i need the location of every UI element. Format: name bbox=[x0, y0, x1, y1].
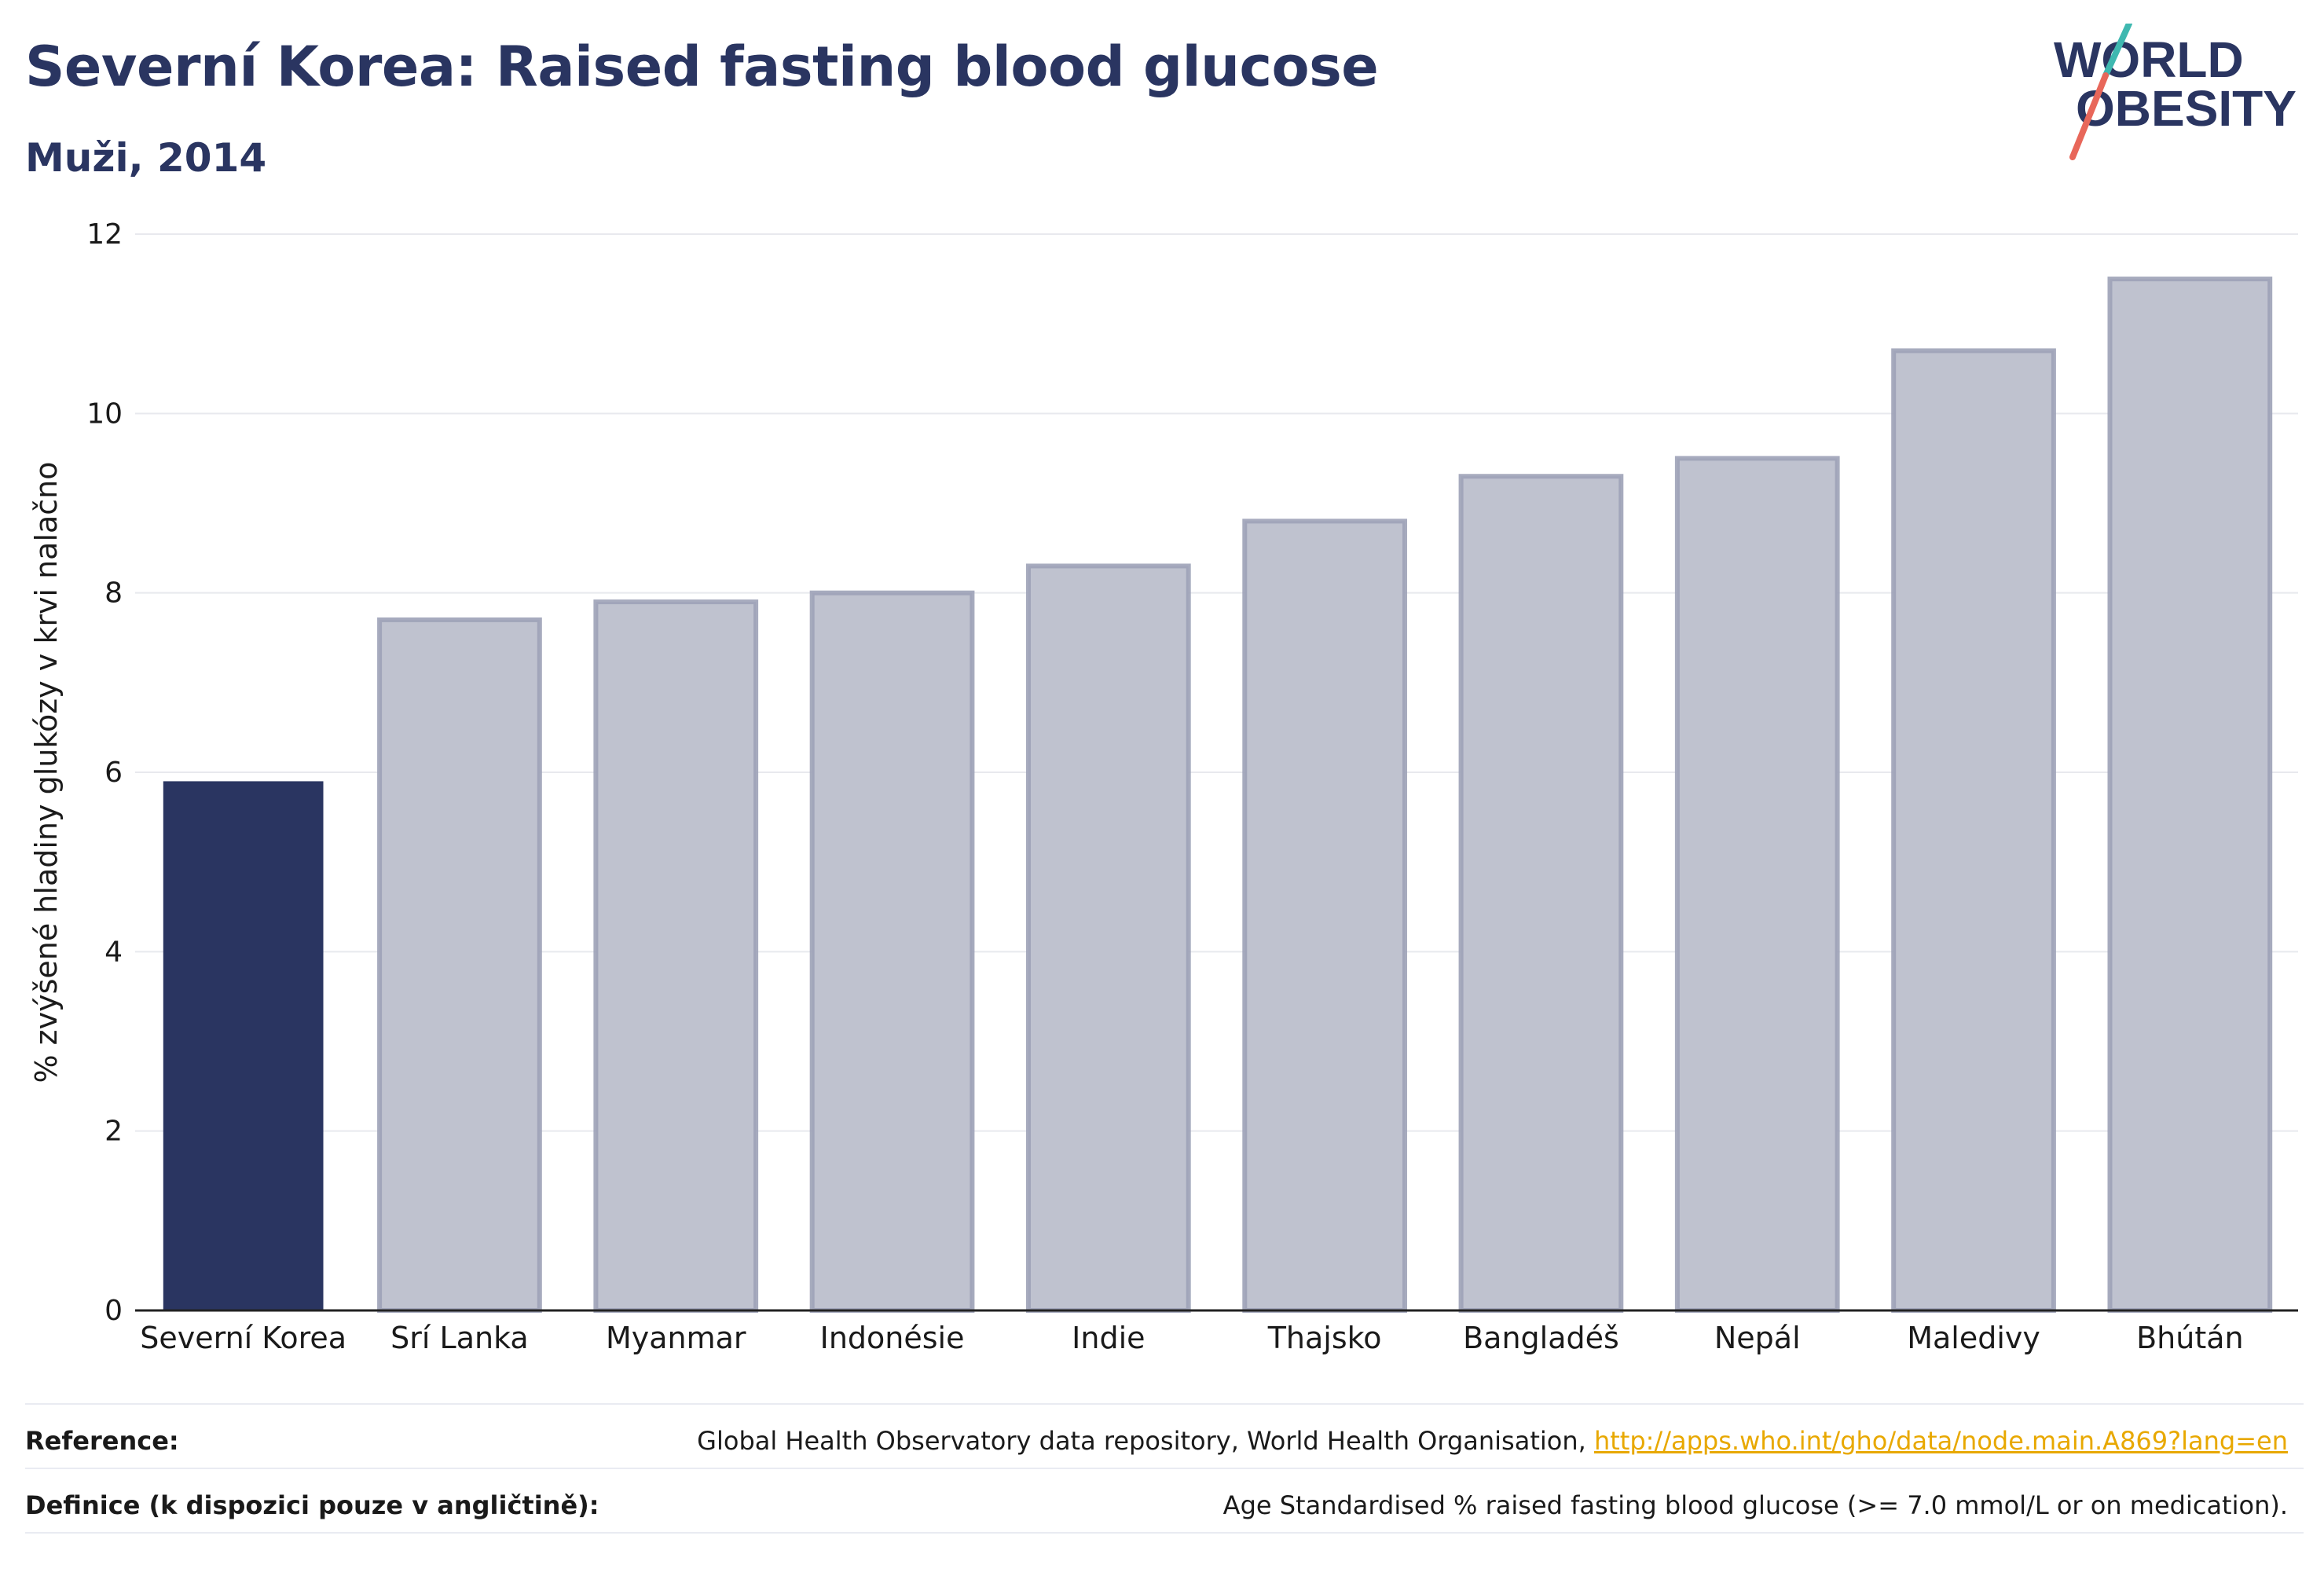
x-tick-label: Nepál bbox=[1714, 1321, 1801, 1355]
x-tick-label: Bhútán bbox=[2136, 1321, 2244, 1355]
bar bbox=[1025, 563, 1191, 1313]
reference-value: Global Health Observatory data repositor… bbox=[697, 1426, 2288, 1456]
logo-line2: OBESITY bbox=[2076, 80, 2297, 137]
bar bbox=[1674, 456, 1840, 1314]
y-tick-label: 12 bbox=[86, 218, 123, 251]
footer-divider-bottom bbox=[25, 1532, 2304, 1534]
footer-divider-top bbox=[25, 1403, 2304, 1405]
logo-line1: WORLD bbox=[2054, 31, 2244, 88]
bar bbox=[593, 599, 759, 1313]
bar bbox=[1242, 519, 1408, 1313]
definition-value: Age Standardised % raised fasting blood … bbox=[1222, 1490, 2288, 1520]
bar-chart: 0 2 4 6 8 10 12 Severní Korea Srí Lanka Myanmar In… bbox=[29, 218, 2298, 1355]
y-tick-label: 4 bbox=[104, 936, 123, 968]
bar bbox=[163, 781, 324, 1310]
x-tick-label: Indonésie bbox=[820, 1321, 965, 1355]
chart-title: Severní Korea: Raised fasting blood gluc… bbox=[25, 35, 1379, 99]
y-tick-label: 0 bbox=[104, 1295, 123, 1327]
x-tick-label: Severní Korea bbox=[140, 1321, 346, 1355]
y-tick-label: 6 bbox=[104, 757, 123, 789]
x-tick-label: Bangladéš bbox=[1463, 1321, 1619, 1355]
reference-link[interactable]: http://apps.who.int/gho/data/node.main.A… bbox=[1593, 1426, 2288, 1456]
definition-label: Definice (k dispozici pouze v angličtině… bbox=[25, 1490, 599, 1520]
x-tick-label: Srí Lanka bbox=[390, 1321, 529, 1355]
chart-subtitle: Muži, 2014 bbox=[25, 135, 267, 181]
reference-label: Reference: bbox=[25, 1426, 179, 1456]
bar bbox=[1458, 474, 1624, 1313]
footer-definition-row: Definice (k dispozici pouze v angličtině… bbox=[25, 1482, 2288, 1529]
y-tick-label: 10 bbox=[86, 398, 123, 430]
bar bbox=[377, 617, 542, 1313]
bar bbox=[2107, 277, 2273, 1313]
reference-text: Global Health Observatory data repositor… bbox=[697, 1426, 1594, 1456]
y-tick-label: 8 bbox=[104, 577, 123, 610]
x-tick-label: Myanmar bbox=[606, 1321, 746, 1355]
bar bbox=[809, 590, 975, 1313]
y-tick-label: 2 bbox=[104, 1116, 123, 1148]
footer-reference-row: Reference: Global Health Observatory dat… bbox=[25, 1417, 2288, 1464]
bar bbox=[1891, 348, 2056, 1314]
y-axis-label: % zvýšené hladiny glukózy v krvi nalačno bbox=[29, 461, 64, 1083]
x-tick-label: Thajsko bbox=[1267, 1321, 1382, 1355]
x-tick-label: Maledivy bbox=[1907, 1321, 2040, 1355]
x-tick-label: Indie bbox=[1072, 1321, 1145, 1355]
footer-divider-middle bbox=[25, 1468, 2304, 1469]
world-obesity-logo: WORLD OBESITY bbox=[2054, 24, 2297, 160]
